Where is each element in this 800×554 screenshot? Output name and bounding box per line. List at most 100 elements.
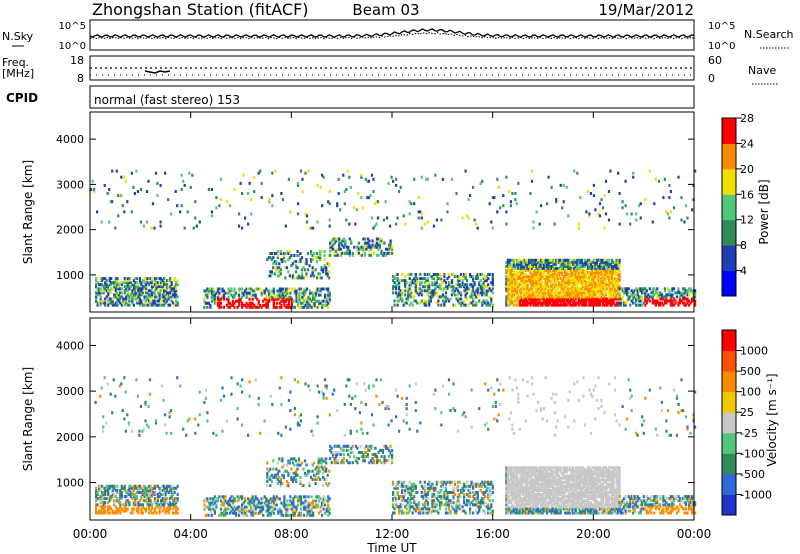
echo-cell — [509, 301, 512, 305]
echo-cell — [120, 287, 123, 291]
echo-cell — [310, 299, 313, 303]
echo-cell — [408, 281, 411, 285]
echo-cell — [402, 303, 405, 307]
echo-cell — [307, 503, 310, 507]
echo-cell — [326, 274, 329, 278]
echo-cell — [398, 283, 401, 287]
echo-cell — [561, 269, 564, 272]
echo-cell — [293, 260, 296, 264]
echo-cell — [591, 297, 594, 301]
echo-cell — [577, 222, 580, 226]
echo-cell — [170, 488, 173, 492]
echo-cell — [109, 200, 112, 204]
echo-cell — [556, 273, 559, 276]
echo-cell — [328, 202, 331, 206]
echo-cell — [401, 273, 404, 276]
echo-cell — [169, 507, 172, 511]
echo-cell — [550, 291, 553, 295]
echo-cell — [431, 283, 434, 287]
echo-cell — [641, 287, 644, 291]
echo-cell — [556, 258, 559, 262]
echo-cell — [597, 271, 600, 274]
echo-cell — [316, 276, 319, 280]
echo-cell — [638, 303, 641, 307]
echo-cell — [396, 283, 399, 287]
echo-cell — [502, 204, 505, 208]
echo-cell — [407, 299, 410, 303]
echo-cell — [478, 484, 481, 488]
echo-cell — [270, 252, 273, 255]
echo-cell — [419, 273, 422, 276]
echo-cell — [374, 241, 377, 245]
echo-cell — [446, 493, 449, 496]
echo-cell — [280, 303, 283, 307]
echo-cell — [233, 511, 236, 515]
echo-cell — [577, 275, 580, 279]
echo-cell — [580, 260, 583, 264]
echo-cell — [276, 469, 279, 473]
echo-cell — [158, 285, 161, 289]
echo-cell — [302, 467, 305, 471]
echo-cell — [555, 258, 558, 262]
echo-cell — [414, 275, 417, 279]
echo-cell — [530, 260, 534, 264]
echo-cell — [363, 237, 366, 241]
echo-cell — [550, 269, 553, 272]
nave-label: Nave — [748, 64, 776, 77]
echo-cell — [271, 297, 274, 301]
echo-cell — [601, 279, 605, 283]
echo-cell — [423, 488, 426, 492]
echo-cell — [561, 303, 564, 307]
echo-cell — [395, 177, 398, 181]
echo-cell — [601, 299, 605, 303]
echo-cell — [119, 291, 122, 295]
echo-cell — [146, 295, 149, 299]
echo-cell — [509, 200, 512, 204]
echo-cell — [555, 198, 558, 202]
echo-cell — [564, 266, 567, 270]
echo-cell — [95, 491, 98, 494]
echo-cell — [380, 455, 383, 459]
echo-cell — [180, 173, 183, 177]
echo-cell — [559, 283, 562, 287]
echo-cell — [435, 291, 438, 295]
echo-cell — [530, 169, 534, 173]
echo-cell — [170, 486, 173, 490]
echo-cell — [635, 218, 638, 222]
echo-cell — [365, 444, 368, 448]
echo-cell — [407, 291, 410, 295]
echo-cell — [294, 473, 298, 477]
echo-cell — [398, 190, 401, 193]
echo-cell — [617, 271, 620, 274]
echo-cell — [378, 448, 382, 452]
echo-cell — [101, 277, 104, 281]
echo-cell — [404, 484, 407, 488]
echo-cell — [577, 295, 580, 299]
echo-cell — [161, 295, 164, 299]
echo-cell — [259, 501, 262, 505]
echo-cell — [283, 291, 286, 295]
echo-cell — [452, 289, 455, 293]
echo-cell — [588, 293, 591, 297]
echo-cell — [405, 484, 408, 488]
echo-cell — [544, 295, 547, 299]
echo-cell — [289, 503, 292, 507]
echo-cell — [601, 287, 605, 291]
echo-cell — [476, 511, 479, 515]
echo-cell — [478, 501, 481, 505]
echo-cell — [404, 493, 407, 496]
echo-cell — [561, 291, 564, 295]
echo-cell — [119, 287, 122, 291]
echo-cell — [540, 258, 543, 262]
echo-cell — [586, 285, 589, 289]
echo-cell — [455, 293, 458, 297]
echo-cell — [228, 497, 232, 501]
echo-cell — [111, 297, 114, 301]
echo-cell — [594, 291, 597, 295]
echo-cell — [116, 499, 119, 503]
echo-cell — [588, 295, 591, 299]
echo-cell — [558, 281, 561, 285]
echo-cell — [449, 511, 452, 515]
echo-cell — [555, 279, 558, 283]
echo-cell — [603, 293, 606, 297]
